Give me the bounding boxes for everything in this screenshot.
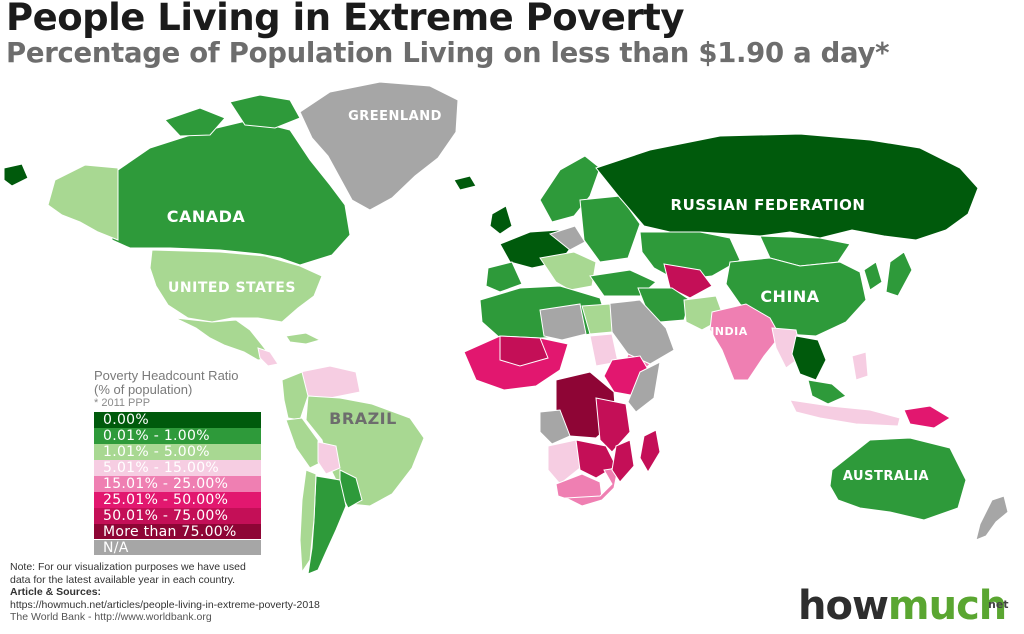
region-italy-balkans — [539, 251, 597, 291]
legend-item-8: N/A — [94, 539, 261, 556]
region-korea-japan — [863, 251, 913, 297]
footer-note-line-1: Note: For our visualization purposes we … — [10, 561, 246, 573]
region-arctic-islands — [164, 94, 301, 137]
region-iberia — [485, 261, 523, 293]
region-egypt — [581, 303, 613, 335]
label-australia: AUSTRALIA — [843, 469, 929, 484]
label-canada: CANADA — [167, 207, 246, 226]
legend-item-2: 1.01% - 5.00% — [94, 443, 261, 460]
legend-title: Poverty Headcount Ratio — [94, 368, 239, 383]
label-china: CHINA — [760, 287, 819, 306]
region-alaska — [47, 164, 119, 241]
region-australia — [829, 437, 967, 521]
page-subtitle: Percentage of Population Living on less … — [6, 37, 890, 69]
region-madagascar — [639, 429, 661, 473]
label-brazil: BRAZIL — [329, 409, 397, 428]
region-greenland — [299, 81, 459, 211]
logo-suffix: net — [988, 598, 1009, 611]
region-sahara — [539, 303, 587, 341]
legend: Poverty Headcount Ratio (% of population… — [94, 369, 269, 556]
region-far-east-tip — [3, 163, 29, 187]
footer-notes: Note: For our visualization purposes we … — [10, 561, 320, 624]
legend-item-6: 50.01% - 75.00% — [94, 507, 261, 524]
region-scandinavia — [539, 155, 601, 223]
legend-item-1: 0.01% - 1.00% — [94, 427, 261, 444]
footer-source-url[interactable]: https://howmuch.net/articles/people-livi… — [10, 598, 320, 611]
label-greenland: GREENLAND — [348, 109, 442, 124]
legend-item-5: 25.01% - 50.00% — [94, 491, 261, 508]
region-arabian-peninsula — [603, 299, 675, 365]
region-chile — [299, 469, 317, 574]
region-angola — [547, 439, 581, 485]
region-caribbean — [285, 332, 322, 345]
region-canada — [109, 119, 351, 266]
legend-footnote: * 2011 PPP — [94, 397, 151, 409]
region-central-america — [257, 347, 279, 367]
region-papua-new-guinea — [903, 405, 951, 429]
region-uk-ireland — [489, 205, 513, 235]
region-east-africa — [595, 397, 631, 453]
region-united-states — [149, 249, 323, 323]
region-central-asia — [663, 263, 713, 299]
howmuch-logo: howmuch — [798, 583, 1007, 629]
region-mozambique — [611, 439, 635, 483]
region-indonesia — [789, 399, 901, 427]
legend-subtitle: (% of population) — [94, 382, 193, 397]
region-gabon-congo — [539, 409, 571, 445]
legend-item-7: More than 75.00% — [94, 523, 261, 540]
footer-sources-heading: Article & Sources: — [10, 586, 102, 598]
region-philippines — [851, 351, 869, 381]
region-colombia-ecuador — [281, 371, 309, 421]
region-iceland — [453, 175, 477, 191]
region-russian-federation — [595, 133, 979, 241]
region-mexico — [174, 317, 273, 361]
region-somalia — [627, 361, 661, 413]
footer-source-bank[interactable]: The World Bank - http://www.worldbank.or… — [10, 611, 212, 623]
label-united-states: UNITED STATES — [168, 280, 296, 296]
region-india — [709, 303, 781, 381]
legend-item-3: 5.01% - 15.00% — [94, 459, 261, 476]
region-venezuela-guianas — [299, 365, 361, 399]
legend-item-0: 0.00% — [94, 412, 261, 428]
region-sahel-north — [499, 335, 549, 367]
region-bolivia — [317, 441, 341, 475]
label-india: INDIA — [710, 325, 748, 338]
legend-item-4: 15.01% - 25.00% — [94, 475, 261, 492]
footer-note-line-2: data for the latest available year in ea… — [10, 573, 236, 586]
region-malaysia — [807, 379, 847, 405]
region-new-zealand — [975, 495, 1009, 541]
logo-text-much: much — [887, 583, 1007, 629]
region-southeast-asia — [791, 335, 827, 381]
page-title: People Living in Extreme Poverty — [6, 0, 684, 39]
label-russian-federation: RUSSIAN FEDERATION — [671, 196, 866, 214]
logo-text-how: how — [798, 583, 889, 629]
